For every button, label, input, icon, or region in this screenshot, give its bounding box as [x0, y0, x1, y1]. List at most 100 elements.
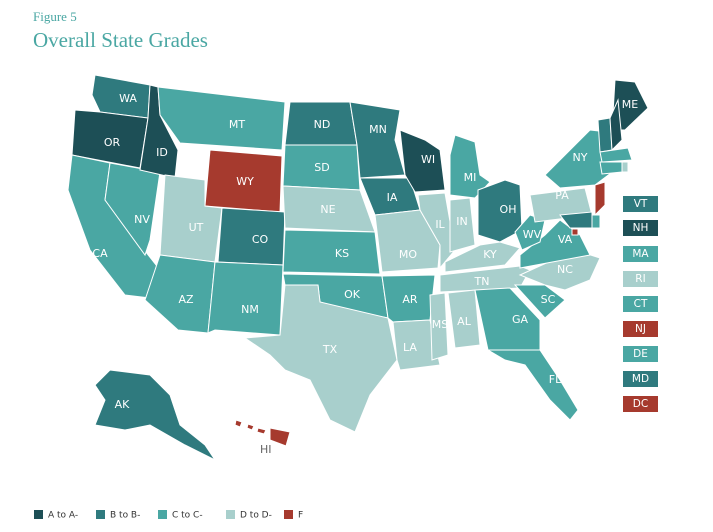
state-label: NY: [573, 151, 588, 164]
state-label: WA: [119, 92, 137, 105]
state-box: [623, 371, 658, 387]
state-label: SD: [314, 161, 329, 174]
state-label: ME: [622, 98, 638, 111]
state-label: CO: [252, 233, 269, 246]
map-title: Overall State Grades: [33, 28, 208, 52]
state-box-label: RI: [635, 273, 645, 285]
state: [374, 209, 441, 273]
legend-label: D to D-: [240, 511, 272, 521]
state-label: VA: [558, 233, 573, 246]
state-label: UT: [189, 221, 204, 234]
state-label: HI: [260, 443, 272, 456]
state: [444, 241, 521, 273]
state-label: MI: [464, 171, 477, 184]
state-label: WI: [421, 153, 435, 166]
state-label: PA: [555, 189, 569, 202]
state-box: [623, 346, 658, 362]
figure-label: Figure 5: [33, 9, 77, 24]
legend-swatch: [284, 510, 293, 519]
state: [474, 287, 541, 351]
state-box-label: DE: [633, 348, 648, 360]
state-box: [623, 296, 658, 312]
state: [449, 197, 476, 253]
state: [392, 319, 441, 371]
state-label: LA: [403, 341, 417, 354]
legend-swatch: [34, 510, 43, 519]
state: [571, 228, 579, 236]
state-label: ID: [156, 146, 168, 159]
state-label: WY: [236, 175, 254, 188]
legend-label: B to B-: [110, 511, 140, 521]
state-label: NV: [134, 213, 150, 226]
state: [513, 284, 566, 319]
state-label: AK: [115, 398, 131, 411]
labels: WA OR CA NV ID MT WY UT AZ CO NM ND SD NE KS OK TX MN IA MO…: [92, 92, 658, 456]
state: [399, 129, 446, 193]
state-box: [623, 220, 658, 236]
legend-swatch: [96, 510, 105, 519]
state: [207, 261, 284, 336]
states: [67, 74, 649, 462]
state-label: KS: [335, 247, 349, 260]
state-box: [623, 246, 658, 262]
state-label: NE: [320, 203, 335, 216]
state: [609, 98, 623, 152]
state-label: KY: [483, 248, 497, 261]
state-label: SC: [541, 293, 556, 306]
state: [514, 214, 546, 251]
state: [599, 147, 633, 163]
state-box: [623, 196, 658, 212]
state-label: OK: [344, 288, 361, 301]
state: [243, 284, 398, 433]
legend-label: F: [298, 511, 303, 521]
state-label: MO: [399, 248, 417, 261]
state: [621, 161, 629, 173]
state-box-label: NH: [633, 222, 649, 234]
state: [282, 229, 381, 275]
legend-label: C to C-: [172, 511, 203, 521]
legend-label: A to A-: [48, 511, 78, 521]
state-box: [623, 321, 658, 337]
state-label: TN: [474, 275, 490, 288]
state-label: AZ: [178, 293, 194, 306]
state: [594, 181, 606, 217]
state-label: CA: [92, 247, 108, 260]
state-box-label: MD: [632, 373, 649, 385]
state-label: MN: [369, 123, 387, 136]
state: [439, 265, 531, 293]
state-box-label: VT: [634, 198, 648, 210]
state-label: GA: [512, 313, 529, 326]
state-label: MT: [229, 118, 245, 131]
state-label: IN: [456, 215, 467, 228]
state: [157, 86, 286, 151]
state-label: FL: [549, 373, 562, 386]
state: [591, 214, 601, 229]
state: [246, 423, 255, 431]
state: [94, 369, 217, 462]
state-label: IL: [435, 218, 445, 231]
state: [234, 419, 243, 428]
state-box-label: CT: [634, 298, 648, 310]
state-label: MS: [432, 318, 448, 331]
legend-swatch: [226, 510, 235, 519]
state-label: AR: [402, 293, 418, 306]
legend-swatch: [158, 510, 167, 519]
state-label: TX: [322, 343, 338, 356]
state: [599, 161, 623, 175]
state-label: NM: [241, 303, 259, 316]
state-label: AL: [457, 315, 472, 328]
state-label: IA: [387, 191, 398, 204]
state-box: [623, 271, 658, 287]
state-label: ND: [314, 118, 331, 131]
state-box-label: DC: [633, 398, 648, 410]
state-box: [623, 396, 658, 412]
state-box-label: NJ: [635, 323, 646, 335]
state: [447, 289, 481, 349]
state-box-label: MA: [632, 248, 649, 260]
state-label: WV: [523, 228, 542, 241]
state-label: NC: [557, 263, 573, 276]
state-label: OR: [104, 136, 121, 149]
state: [429, 292, 449, 361]
state: [486, 349, 579, 421]
